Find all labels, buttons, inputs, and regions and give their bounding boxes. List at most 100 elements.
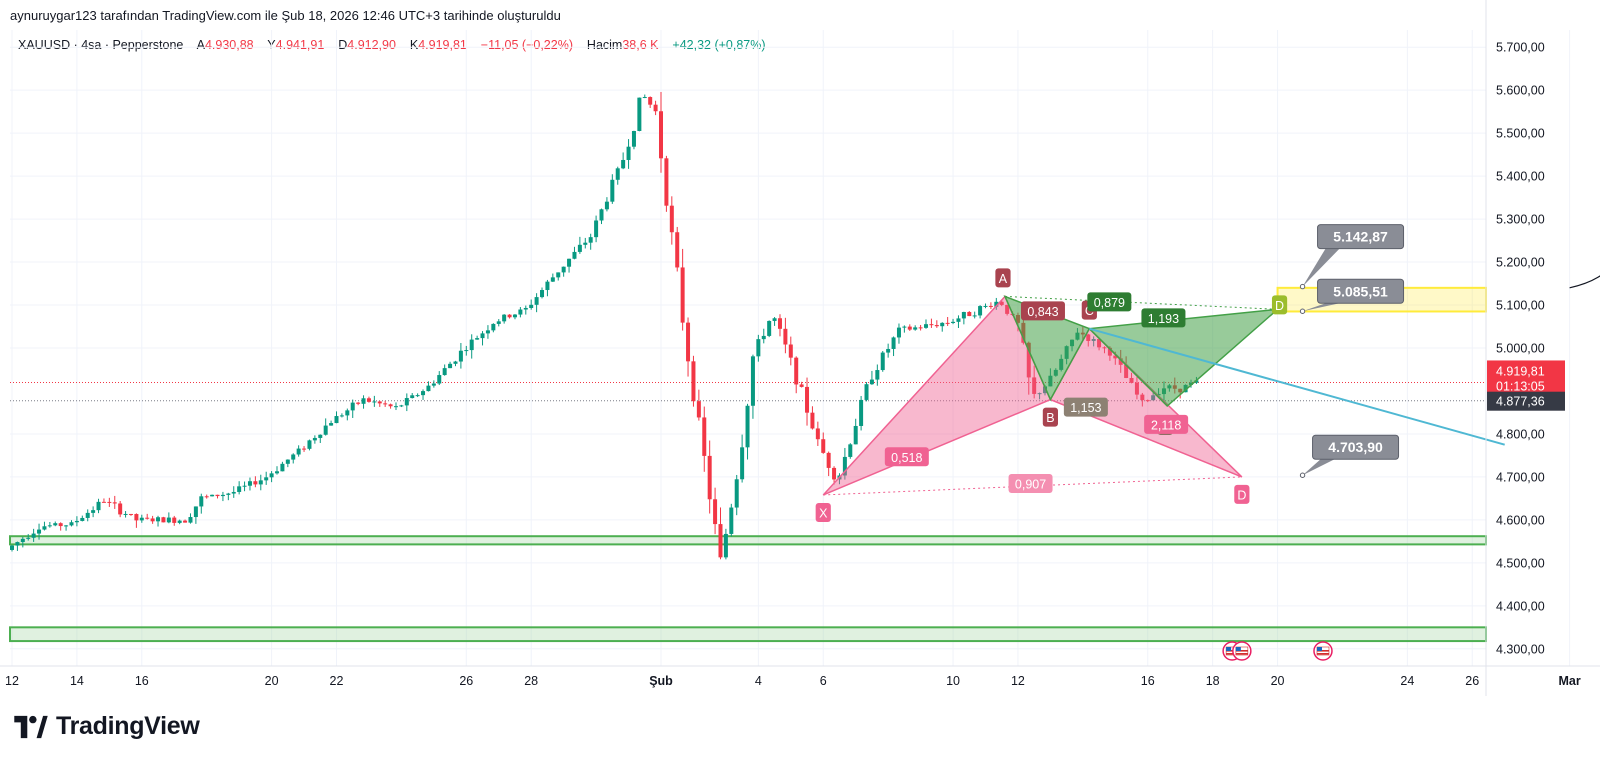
candle	[150, 515, 155, 524]
green-point-d: D	[1271, 295, 1288, 315]
ratio-ac: 1,153	[1063, 397, 1108, 417]
candle-body	[453, 361, 458, 364]
candle	[772, 317, 777, 326]
candle-body	[318, 434, 323, 438]
candle	[805, 377, 810, 426]
x-tick-label: 12	[1011, 674, 1025, 688]
candle-body	[480, 333, 485, 339]
candle	[734, 474, 739, 516]
candle	[356, 402, 361, 406]
price-callout: 4.703,90	[1299, 434, 1400, 478]
candle-body	[356, 402, 361, 404]
candle	[361, 395, 366, 409]
event-flag-canton	[1235, 647, 1241, 651]
candle-body	[918, 327, 923, 329]
candle-body	[1134, 382, 1139, 395]
candle-body	[47, 525, 52, 527]
candle	[512, 314, 517, 320]
candle	[464, 345, 469, 356]
candle	[448, 361, 453, 369]
candle-body	[907, 326, 912, 330]
legend-high-value: 4.941,91	[275, 38, 325, 52]
candle	[550, 273, 555, 282]
candle	[675, 226, 680, 272]
price-chart[interactable]: XABDCCD0,5181,1532,1180,9070,8430,8791,1…	[0, 0, 1600, 700]
candle	[215, 494, 220, 499]
candle	[626, 139, 631, 169]
candle	[307, 439, 312, 451]
candle-body	[80, 517, 85, 521]
candle-body	[291, 454, 296, 460]
candle	[864, 382, 869, 402]
candle	[594, 215, 599, 243]
legend-volume-change: +42,32 (+0,87%)	[672, 38, 766, 52]
candle-body	[404, 398, 409, 406]
candle-body	[615, 168, 620, 180]
candle	[810, 406, 815, 430]
candle-body	[150, 518, 155, 522]
x-tick-label: 24	[1400, 674, 1414, 688]
candle	[485, 325, 490, 339]
candle	[199, 493, 204, 514]
candle	[642, 94, 647, 99]
candle-body	[366, 398, 371, 402]
candle-body	[626, 146, 631, 160]
candle	[588, 233, 593, 250]
candle-body	[193, 506, 198, 518]
x-tick-label: 26	[459, 674, 473, 688]
candle	[924, 319, 929, 329]
candle	[329, 420, 334, 426]
candle-body	[139, 517, 144, 521]
candle	[821, 432, 826, 454]
candle	[166, 512, 171, 524]
candle	[280, 461, 285, 472]
candle-body	[415, 395, 420, 397]
candle-body	[821, 439, 826, 453]
candle-body	[680, 267, 685, 323]
candle-body	[653, 104, 658, 112]
candle-body	[540, 290, 545, 298]
pink-point-b: B	[1042, 407, 1058, 427]
candle	[188, 513, 193, 524]
y-tick-label: 4.300,00	[1496, 642, 1545, 656]
support-zone-green	[9, 535, 1487, 546]
brand-name: TradingView	[56, 712, 200, 740]
candle-body	[1042, 386, 1047, 394]
candle-body	[880, 352, 885, 371]
candle-body	[550, 277, 555, 282]
legend-close-label: K	[409, 38, 419, 52]
callout-pointer	[1302, 459, 1335, 476]
reference-price-badge: 4.877,36	[1487, 391, 1565, 411]
candle	[583, 237, 588, 249]
candle-body	[258, 480, 263, 485]
candle	[994, 297, 999, 310]
candle	[296, 445, 301, 457]
candle	[421, 389, 426, 400]
candle-body	[345, 410, 350, 416]
candle	[696, 389, 701, 421]
candle-body	[253, 481, 258, 485]
candle	[42, 521, 47, 531]
candle-body	[713, 499, 718, 525]
candle	[172, 515, 177, 526]
candle-body	[296, 448, 301, 455]
candle	[323, 418, 328, 436]
reference-price-badge-bg	[1487, 391, 1565, 411]
candle-body	[696, 401, 701, 418]
candle-body	[285, 459, 290, 464]
candle-body	[502, 314, 507, 322]
candle	[480, 331, 485, 346]
candle-body	[475, 338, 480, 340]
candle	[653, 100, 658, 116]
brand: TradingView	[14, 712, 200, 741]
candle	[37, 523, 42, 540]
candle-body	[37, 529, 42, 534]
candle	[637, 97, 642, 132]
candle	[177, 519, 182, 525]
candle	[453, 360, 458, 367]
candle	[1134, 377, 1139, 400]
candle	[929, 318, 934, 328]
candle	[777, 314, 782, 337]
candle-body	[69, 522, 74, 526]
